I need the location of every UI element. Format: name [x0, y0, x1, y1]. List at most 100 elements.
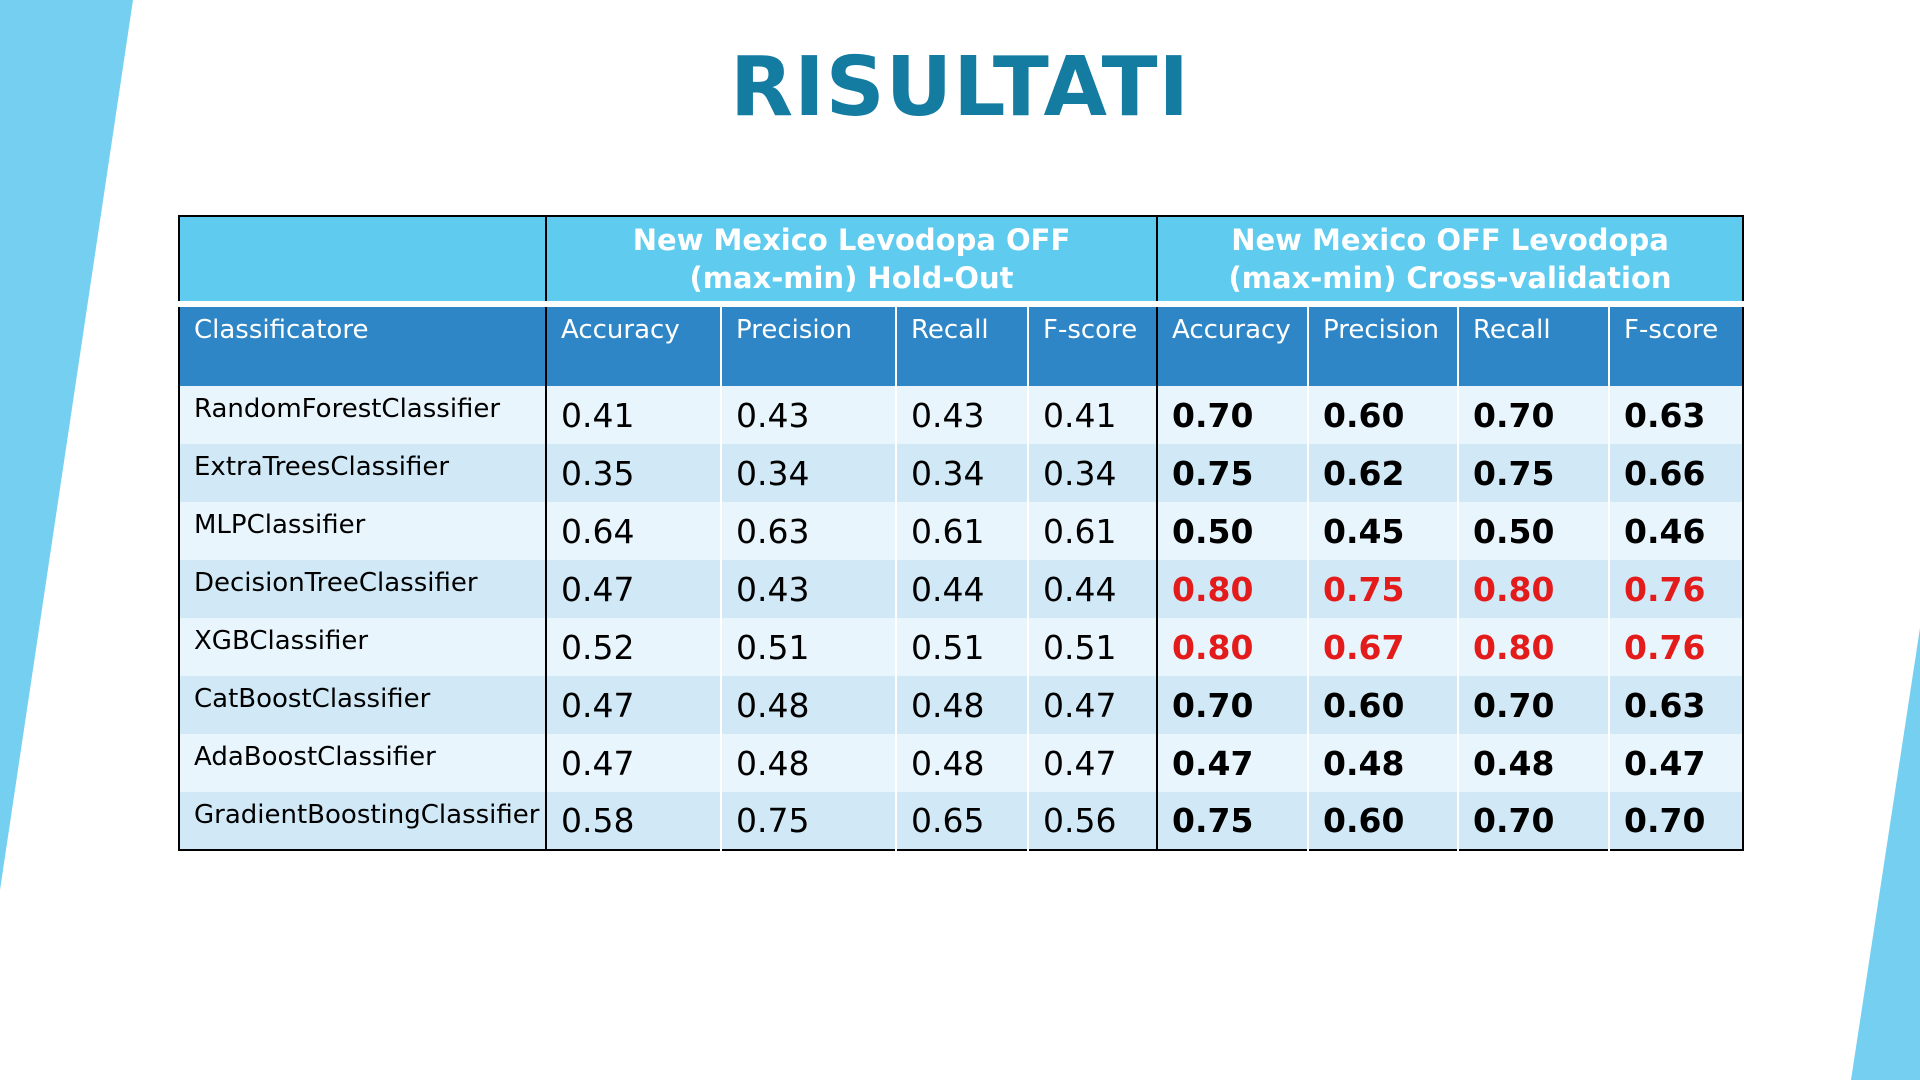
cv-fscore-cell: 0.76: [1609, 560, 1744, 618]
holdout-recall-cell: 0.44: [896, 560, 1029, 618]
cv-accuracy-cell: 0.50: [1157, 502, 1310, 560]
holdout-fscore-cell: 0.47: [1028, 676, 1159, 734]
cv-accuracy-cell: 0.70: [1157, 386, 1310, 444]
table-row: AdaBoostClassifier 0.47 0.48 0.48 0.47 0.47 0.…: [179, 734, 1744, 792]
cv-recall-cell: 0.75: [1458, 444, 1611, 502]
cv-recall-cell: 0.70: [1458, 792, 1611, 850]
holdout-recall-cell: 0.34: [896, 444, 1029, 502]
holdout-fscore-cell: 0.56: [1028, 792, 1159, 850]
cv-recall-cell: 0.48: [1458, 734, 1611, 792]
right-accent-stripe: [1851, 628, 1920, 1080]
classifier-name-cell: ExtraTreesClassifier: [179, 444, 547, 502]
cv-precision-cell: 0.60: [1308, 386, 1460, 444]
holdout-fscore-cell: 0.41: [1028, 386, 1159, 444]
column-header-cv-accuracy: Accuracy: [1157, 304, 1310, 386]
classifier-name-cell: RandomForestClassifier: [179, 386, 547, 444]
holdout-precision-cell: 0.63: [721, 502, 897, 560]
group-header-holdout: New Mexico Levodopa OFF (max-min) Hold-O…: [546, 216, 1159, 307]
cv-recall-cell: 0.80: [1458, 560, 1611, 618]
table-row: RandomForestClassifier 0.41 0.43 0.43 0.41 0.…: [179, 386, 1744, 444]
holdout-accuracy-cell: 0.52: [546, 618, 722, 676]
group-header-crossval-line1: New Mexico OFF Levodopa: [1231, 223, 1669, 257]
holdout-accuracy-cell: 0.47: [546, 734, 722, 792]
column-header-holdout-precision: Precision: [721, 304, 897, 386]
table-row: ExtraTreesClassifier 0.35 0.34 0.34 0.34 0.75…: [179, 444, 1744, 502]
holdout-accuracy-cell: 0.47: [546, 676, 722, 734]
holdout-accuracy-cell: 0.41: [546, 386, 722, 444]
holdout-recall-cell: 0.43: [896, 386, 1029, 444]
classifier-name-cell: CatBoostClassifier: [179, 676, 547, 734]
cv-accuracy-cell: 0.80: [1157, 618, 1310, 676]
classifier-name-cell: DecisionTreeClassifier: [179, 560, 547, 618]
holdout-precision-cell: 0.34: [721, 444, 897, 502]
group-header-row: New Mexico Levodopa OFF (max-min) Hold-O…: [179, 216, 1744, 307]
holdout-fscore-cell: 0.34: [1028, 444, 1159, 502]
cv-accuracy-cell: 0.70: [1157, 676, 1310, 734]
cv-fscore-cell: 0.70: [1609, 792, 1744, 850]
holdout-precision-cell: 0.75: [721, 792, 897, 850]
holdout-precision-cell: 0.43: [721, 386, 897, 444]
cv-precision-cell: 0.62: [1308, 444, 1460, 502]
classifier-name-cell: XGBClassifier: [179, 618, 547, 676]
cv-precision-cell: 0.48: [1308, 734, 1460, 792]
column-header-classifier: Classificatore: [179, 304, 547, 386]
cv-accuracy-cell: 0.75: [1157, 444, 1310, 502]
column-header-cv-recall: Recall: [1458, 304, 1611, 386]
holdout-fscore-cell: 0.44: [1028, 560, 1159, 618]
column-header-holdout-recall: Recall: [896, 304, 1029, 386]
cv-fscore-cell: 0.66: [1609, 444, 1744, 502]
holdout-fscore-cell: 0.61: [1028, 502, 1159, 560]
cv-precision-cell: 0.75: [1308, 560, 1460, 618]
table-row: DecisionTreeClassifier 0.47 0.43 0.44 0.44 0.…: [179, 560, 1744, 618]
group-header-empty: [179, 216, 547, 307]
column-header-row: Classificatore Accuracy Precision Recall F-s…: [179, 304, 1744, 386]
cv-recall-cell: 0.70: [1458, 386, 1611, 444]
classifier-name-cell: GradientBoostingClassifier: [179, 792, 547, 850]
column-header-holdout-accuracy: Accuracy: [546, 304, 722, 386]
holdout-accuracy-cell: 0.58: [546, 792, 722, 850]
table-row: CatBoostClassifier 0.47 0.48 0.48 0.47 0.70 0.…: [179, 676, 1744, 734]
column-header-cv-fscore: F-score: [1609, 304, 1744, 386]
cv-fscore-cell: 0.47: [1609, 734, 1744, 792]
holdout-recall-cell: 0.65: [896, 792, 1029, 850]
results-table: New Mexico Levodopa OFF (max-min) Hold-O…: [178, 215, 1745, 851]
group-header-crossval: New Mexico OFF Levodopa (max-min) Cross-…: [1157, 216, 1744, 307]
holdout-recall-cell: 0.48: [896, 734, 1029, 792]
cv-fscore-cell: 0.46: [1609, 502, 1744, 560]
holdout-precision-cell: 0.48: [721, 676, 897, 734]
table-body: RandomForestClassifier 0.41 0.43 0.43 0.41 0.…: [179, 386, 1744, 850]
cv-recall-cell: 0.70: [1458, 676, 1611, 734]
cv-precision-cell: 0.60: [1308, 676, 1460, 734]
cv-fscore-cell: 0.63: [1609, 676, 1744, 734]
table-row: MLPClassifier 0.64 0.63 0.61 0.61 0.50 0.45 0.5…: [179, 502, 1744, 560]
holdout-accuracy-cell: 0.35: [546, 444, 722, 502]
page-title: RISULTATI: [729, 40, 1191, 135]
cv-recall-cell: 0.80: [1458, 618, 1611, 676]
cv-recall-cell: 0.50: [1458, 502, 1611, 560]
holdout-precision-cell: 0.51: [721, 618, 897, 676]
holdout-precision-cell: 0.43: [721, 560, 897, 618]
cv-precision-cell: 0.45: [1308, 502, 1460, 560]
left-accent-stripe: [0, 0, 133, 890]
classifier-name-cell: AdaBoostClassifier: [179, 734, 547, 792]
table-row: GradientBoostingClassifier 0.58 0.75 0.65 0.…: [179, 792, 1744, 850]
cv-precision-cell: 0.60: [1308, 792, 1460, 850]
holdout-accuracy-cell: 0.64: [546, 502, 722, 560]
cv-accuracy-cell: 0.75: [1157, 792, 1310, 850]
holdout-precision-cell: 0.48: [721, 734, 897, 792]
column-header-holdout-fscore: F-score: [1028, 304, 1159, 386]
holdout-recall-cell: 0.61: [896, 502, 1029, 560]
cv-fscore-cell: 0.76: [1609, 618, 1744, 676]
holdout-fscore-cell: 0.51: [1028, 618, 1159, 676]
cv-precision-cell: 0.67: [1308, 618, 1460, 676]
group-header-holdout-line1: New Mexico Levodopa OFF: [632, 223, 1071, 257]
table-row: XGBClassifier 0.52 0.51 0.51 0.51 0.80 0.67 0.8…: [179, 618, 1744, 676]
holdout-recall-cell: 0.48: [896, 676, 1029, 734]
column-header-cv-precision: Precision: [1308, 304, 1460, 386]
cv-accuracy-cell: 0.47: [1157, 734, 1310, 792]
cv-fscore-cell: 0.63: [1609, 386, 1744, 444]
classifier-name-cell: MLPClassifier: [179, 502, 547, 560]
cv-accuracy-cell: 0.80: [1157, 560, 1310, 618]
group-header-crossval-line2: (max-min) Cross-validation: [1228, 261, 1672, 295]
